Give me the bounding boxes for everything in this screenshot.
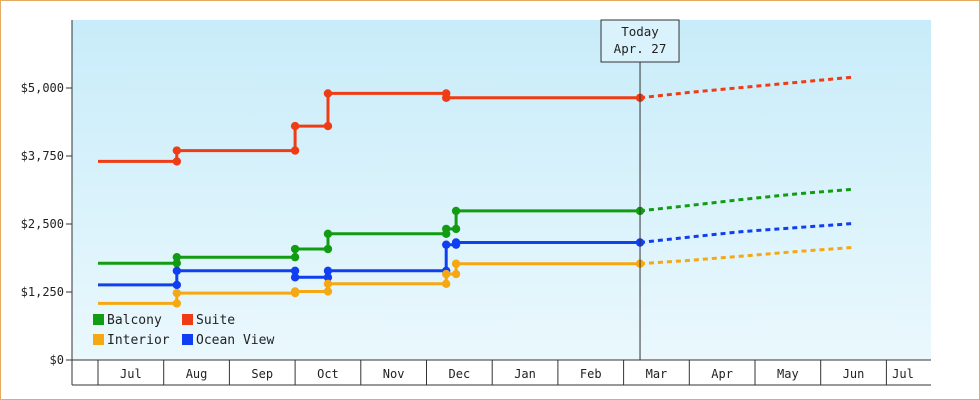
data-point <box>323 244 333 254</box>
forecast-line <box>639 75 854 100</box>
data-point <box>172 299 182 308</box>
data-point <box>172 157 182 166</box>
data-point <box>290 146 300 155</box>
plot-area <box>72 20 931 360</box>
data-point <box>172 288 182 298</box>
legend-label: Balcony <box>107 313 162 328</box>
x-axis-labels: Jul Aug Sep Oct Nov Dec Jan Feb Mar Apr May Jun Jul <box>120 367 914 381</box>
data-point <box>290 266 300 275</box>
x-tick-label: Aug <box>186 367 208 381</box>
y-tick-label: $3,750 <box>21 149 64 163</box>
y-tick-label: $5,000 <box>21 81 64 95</box>
x-tick-label: Jun <box>843 367 865 381</box>
data-point <box>172 266 182 275</box>
legend-swatch <box>93 314 104 325</box>
x-tick-label: Oct <box>317 367 339 381</box>
data-point <box>290 121 300 131</box>
data-point <box>451 269 461 279</box>
forecast-line <box>639 187 854 213</box>
data-point <box>442 93 451 102</box>
forecast-line <box>639 222 854 244</box>
legend-label: Interior <box>107 333 170 348</box>
y-tick-label: $2,500 <box>21 217 64 231</box>
data-point <box>172 258 182 268</box>
data-point <box>451 206 461 216</box>
data-point <box>451 259 461 268</box>
data-point <box>323 279 333 289</box>
legend-swatch <box>93 334 104 345</box>
x-tick-label: Dec <box>449 367 471 381</box>
x-tick-label: Apr <box>711 367 733 381</box>
today-date: Apr. 27 <box>614 41 667 56</box>
x-tick-label: Jan <box>514 367 536 381</box>
data-point <box>323 89 333 98</box>
data-point <box>172 280 182 290</box>
legend: Balcony Suite Interior Ocean View <box>93 313 274 348</box>
data-point <box>323 121 333 131</box>
y-axis-labels: $0 $1,250 $2,500 $3,750 $5,000 <box>21 81 72 367</box>
data-point <box>451 224 461 234</box>
y-tick-label: $1,250 <box>21 285 64 299</box>
series-lines <box>98 75 854 308</box>
today-label: Today <box>621 24 659 39</box>
legend-swatch <box>182 314 193 325</box>
x-tick-label: Nov <box>383 367 405 381</box>
axes <box>71 20 931 386</box>
data-point <box>451 238 461 247</box>
data-point <box>442 224 451 234</box>
x-tick-label: Sep <box>251 367 273 381</box>
today-marker: Today Apr. 27 <box>600 19 680 360</box>
data-point <box>323 273 333 282</box>
x-tick-label: Mar <box>646 367 668 381</box>
data-point <box>442 279 451 289</box>
data-point <box>442 269 451 279</box>
y-tick-label: $0 <box>50 353 64 367</box>
today-box <box>600 19 680 63</box>
data-point <box>172 146 182 155</box>
legend-label: Suite <box>196 313 235 328</box>
data-point <box>290 244 300 254</box>
data-point <box>323 266 333 275</box>
data-point <box>323 229 333 238</box>
data-point <box>290 252 300 262</box>
x-tick-label: Jul <box>120 367 142 381</box>
data-point <box>172 252 182 262</box>
x-tick-label: Jul <box>892 367 914 381</box>
x-tick-label: May <box>777 367 799 381</box>
data-point <box>290 287 300 296</box>
legend-swatch <box>182 334 193 345</box>
data-point <box>442 240 451 249</box>
data-point <box>323 287 333 296</box>
legend-label: Ocean View <box>196 333 274 348</box>
x-tick-label: Feb <box>580 367 602 381</box>
forecast-line <box>639 245 854 266</box>
data-point <box>290 273 300 282</box>
